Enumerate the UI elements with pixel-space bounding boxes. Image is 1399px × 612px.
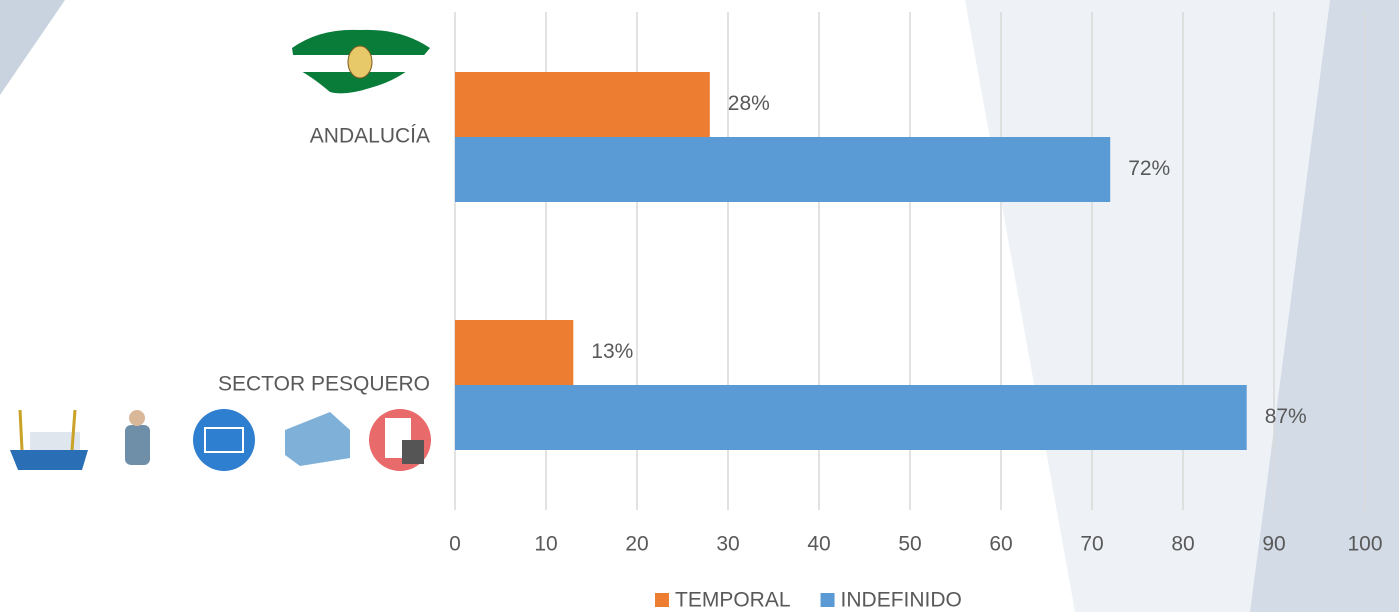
sector-icons [10,409,431,471]
legend-swatch [820,593,835,607]
bar [455,72,710,137]
x-tick-label: 60 [989,533,1012,556]
category-label: ANDALUCÍA [310,125,430,148]
value-label: 72% [1128,157,1170,180]
legend: TEMPORAL INDEFINIDO [655,589,962,612]
legend-label: INDEFINIDO [841,589,962,612]
category-label: SECTOR PESQUERO [218,373,430,396]
x-tick-label: 30 [716,533,739,556]
x-tick-label: 70 [1080,533,1103,556]
x-tick-label: 90 [1262,533,1285,556]
bar [455,137,1111,202]
x-tick-label: 20 [625,533,648,556]
legend-label: TEMPORAL [675,589,791,612]
x-tick-label: 100 [1347,533,1382,556]
x-tick-label: 50 [898,533,921,556]
value-label: 87% [1265,405,1307,428]
legend-swatch [655,593,669,607]
bar [455,385,1247,450]
bar [455,320,574,385]
x-tick-label: 40 [807,533,830,556]
value-label: 13% [591,340,633,363]
x-tick-label: 10 [534,533,557,556]
x-tick-label: 80 [1171,533,1194,556]
value-label: 28% [728,92,770,115]
x-tick-label: 0 [449,533,461,556]
andalucia-flag-icon [290,29,432,94]
